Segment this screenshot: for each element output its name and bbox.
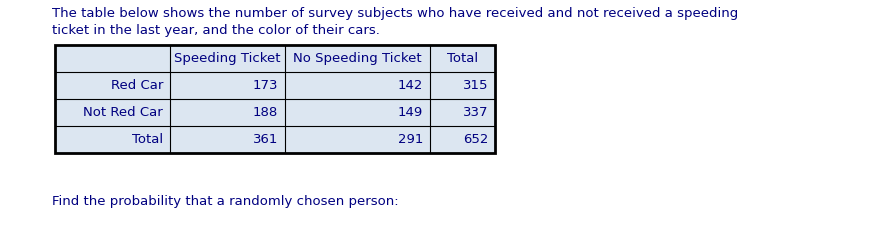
Text: 337: 337 — [463, 106, 488, 119]
Text: Total: Total — [447, 52, 478, 65]
Text: 315: 315 — [463, 79, 488, 92]
Text: 149: 149 — [398, 106, 423, 119]
Text: 188: 188 — [253, 106, 278, 119]
Text: Red Car: Red Car — [111, 79, 163, 92]
Text: Speeding Ticket: Speeding Ticket — [174, 52, 280, 65]
Text: 361: 361 — [253, 133, 278, 146]
Text: Total: Total — [132, 133, 163, 146]
Text: 173: 173 — [253, 79, 278, 92]
Text: No Speeding Ticket: No Speeding Ticket — [294, 52, 422, 65]
Text: 652: 652 — [463, 133, 488, 146]
Text: 291: 291 — [398, 133, 423, 146]
Text: 142: 142 — [398, 79, 423, 92]
Text: The table below shows the number of survey subjects who have received and not re: The table below shows the number of surv… — [52, 7, 739, 37]
Text: Find the probability that a randomly chosen person:: Find the probability that a randomly cho… — [52, 195, 399, 208]
Text: Not Red Car: Not Red Car — [84, 106, 163, 119]
